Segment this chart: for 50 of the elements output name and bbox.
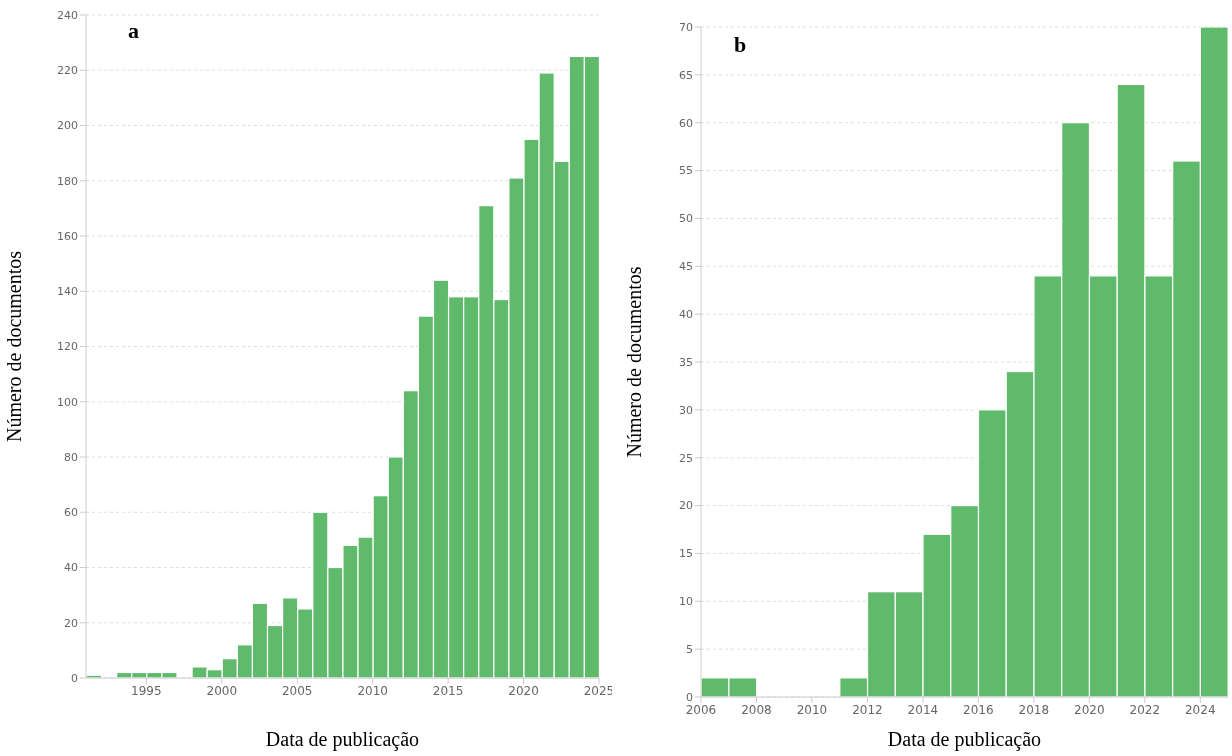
x-tick-label: 2010 [357,683,388,698]
y-tick-label: 20 [64,616,78,630]
y-tick-label: 80 [64,450,78,464]
y-tick-label: 220 [57,64,78,78]
y-axis-title: Número de documentos [623,266,646,458]
y-tick-label: 160 [57,229,78,243]
y-tick-label: 60 [679,116,693,130]
y-tick-label: 40 [679,308,693,322]
x-tick-label: 2014 [907,702,939,717]
chart-title: a [128,18,139,44]
x-tick-label: 2016 [963,702,994,717]
y-tick-label: 35 [679,355,693,369]
y-tick-label: 5 [686,643,693,657]
x-tick-label: 2012 [852,702,883,717]
x-tick-label: 2022 [1129,702,1161,717]
x-tick-label: 2024 [1184,702,1216,717]
y-tick-label: 240 [57,8,78,22]
x-tick-label: 2008 [741,702,772,717]
y-tick-label: 60 [64,506,78,520]
x-tick-label: 2000 [206,683,238,698]
x-tick-label: 2010 [796,702,828,717]
x-axis-title: Data de publicação [265,728,420,751]
y-tick-label: 65 [679,68,693,82]
x-tick-label: 1995 [131,683,162,698]
y-tick-label: 70 [679,20,693,34]
x-axis-title: Data de publicação [887,728,1042,751]
x-tick-label: 2005 [281,683,313,698]
y-tick-label: 100 [57,395,78,409]
chart-title: b [734,32,747,58]
y-tick-label: 30 [679,403,693,417]
y-tick-label: 25 [679,451,693,465]
y-tick-label: 45 [679,260,693,274]
y-tick-label: 120 [57,340,78,354]
x-tick-label: 2018 [1018,702,1050,717]
x-tick-label: 2015 [432,683,464,698]
y-tick-label: 180 [57,174,78,188]
y-tick-label: 40 [64,561,78,575]
y-tick-label: 140 [57,285,78,299]
y-tick-label: 0 [686,690,693,704]
y-tick-label: 50 [679,212,693,226]
x-tick-label: 2020 [508,683,539,698]
y-tick-label: 10 [679,595,693,609]
y-tick-label: 20 [679,499,693,513]
y-tick-label: 15 [679,547,693,561]
x-tick-label: 2020 [1074,702,1105,717]
y-tick-label: 55 [679,164,693,178]
y-tick-label: 0 [71,671,78,685]
y-axis-title: Número de documentos [3,250,26,443]
x-tick-label: 2006 [685,702,717,717]
y-tick-label: 200 [57,119,78,133]
